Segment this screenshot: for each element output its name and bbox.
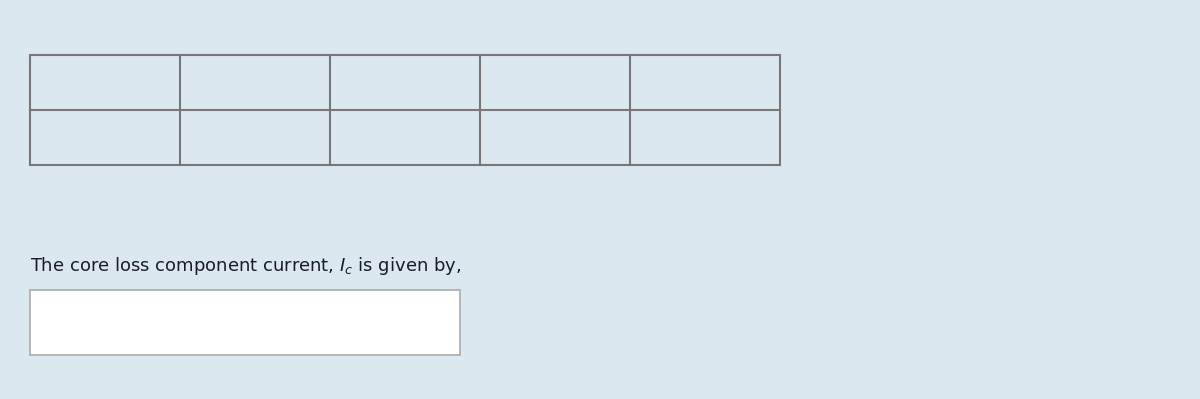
Bar <box>30 290 460 355</box>
Bar <box>30 55 780 165</box>
Text: The core loss component current, $I_c$ is given by,: The core loss component current, $I_c$ i… <box>30 255 461 277</box>
